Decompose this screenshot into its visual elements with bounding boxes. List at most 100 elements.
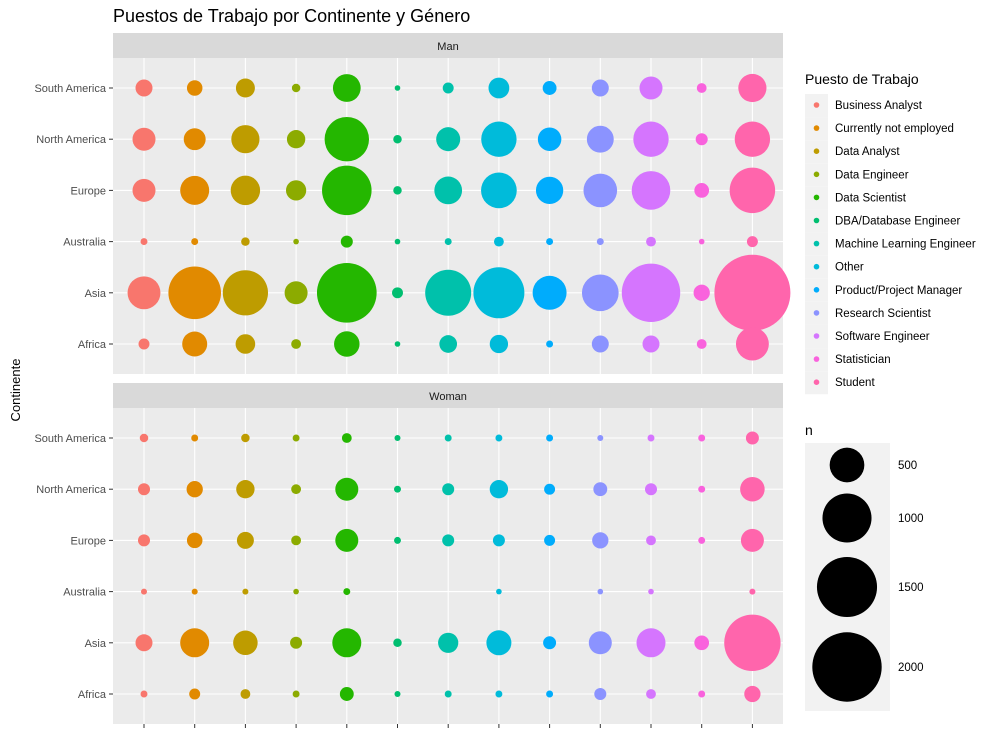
color-legend-swatch — [813, 194, 820, 201]
data-point — [442, 82, 454, 94]
data-point — [332, 74, 361, 102]
data-point — [393, 134, 402, 144]
data-point — [597, 588, 604, 595]
color-legend-label: DBA/Database Engineer — [835, 216, 960, 228]
color-legend-label: Currently not employed — [835, 123, 954, 135]
data-point — [631, 171, 671, 210]
data-point — [583, 173, 618, 208]
data-point — [698, 485, 706, 493]
data-point — [137, 534, 151, 547]
data-point — [642, 335, 660, 353]
data-point — [588, 631, 612, 655]
data-point — [290, 636, 303, 649]
y-tick-label: Australia — [63, 237, 107, 249]
data-point — [182, 331, 208, 357]
data-point — [592, 532, 609, 549]
data-point — [486, 630, 512, 656]
y-tick-label: Africa — [78, 689, 107, 701]
data-point — [647, 434, 655, 442]
size-legend-title: n — [805, 422, 813, 438]
data-point — [140, 238, 148, 246]
data-point — [591, 79, 609, 97]
data-point — [698, 238, 705, 245]
color-legend-swatch — [813, 125, 820, 131]
data-point — [335, 528, 359, 552]
data-point — [235, 334, 256, 354]
color-legend-swatch — [813, 240, 820, 247]
data-point — [488, 77, 510, 99]
data-point — [694, 635, 710, 651]
data-point — [335, 477, 359, 501]
data-point — [646, 689, 656, 699]
data-point — [284, 281, 308, 305]
data-point — [648, 588, 654, 595]
data-point — [285, 180, 307, 201]
data-point — [240, 689, 251, 699]
data-point — [735, 327, 769, 361]
data-point — [693, 284, 710, 301]
data-point — [746, 236, 758, 248]
data-point — [639, 76, 663, 100]
data-point — [127, 276, 161, 310]
color-legend-title: Puesto de Trabajo — [805, 71, 919, 87]
data-point — [740, 476, 765, 502]
data-point — [544, 483, 556, 495]
data-point — [698, 536, 706, 544]
data-point — [489, 480, 509, 499]
data-point — [180, 175, 210, 205]
data-point — [340, 235, 353, 248]
data-point — [135, 79, 153, 97]
data-point — [291, 535, 302, 546]
data-point — [222, 270, 269, 316]
data-point — [436, 127, 461, 152]
data-point — [394, 238, 401, 245]
color-legend-label: Product/Project Manager — [835, 285, 962, 297]
data-point — [334, 331, 360, 357]
data-point — [738, 73, 767, 103]
strip-woman-label: Woman — [429, 391, 467, 403]
data-point — [495, 690, 503, 698]
color-legend-swatch — [813, 148, 820, 154]
data-point — [734, 121, 771, 157]
y-tick-label: Australia — [63, 587, 107, 599]
y-tick-label: Europe — [71, 185, 106, 197]
data-point — [581, 274, 619, 312]
y-tick-label: Asia — [85, 638, 107, 650]
data-point — [425, 269, 472, 316]
size-legend-label: 2000 — [898, 662, 924, 674]
data-point — [636, 628, 666, 658]
data-point — [724, 614, 781, 671]
data-point — [180, 628, 210, 658]
data-point — [714, 254, 791, 331]
x-axis-ticks — [143, 724, 753, 728]
data-point — [236, 531, 254, 549]
data-point — [286, 130, 306, 149]
data-point — [393, 186, 402, 195]
data-point — [230, 175, 261, 206]
y-tick-label: North America — [36, 134, 107, 146]
data-point — [744, 685, 761, 703]
data-point — [535, 176, 564, 205]
data-point — [439, 335, 458, 353]
size-legend-circle — [816, 556, 878, 618]
data-point — [729, 167, 776, 214]
data-point — [291, 484, 302, 495]
data-point — [695, 133, 708, 146]
data-point — [543, 636, 557, 650]
data-point — [694, 183, 710, 198]
data-point — [544, 534, 556, 546]
color-legend-swatch — [813, 310, 820, 316]
data-point — [596, 238, 604, 246]
color-legend-label: Data Analyst — [835, 146, 900, 158]
data-point — [745, 431, 759, 445]
data-point — [233, 630, 258, 656]
data-point — [532, 275, 567, 310]
data-point — [542, 81, 557, 95]
size-legend-label: 1000 — [898, 513, 924, 525]
color-legend-label: Data Scientist — [835, 192, 907, 204]
size-legend-items: 500 1000 1500 2000 — [812, 447, 924, 702]
data-point — [392, 287, 403, 299]
data-point — [394, 341, 401, 347]
data-point — [394, 691, 401, 697]
